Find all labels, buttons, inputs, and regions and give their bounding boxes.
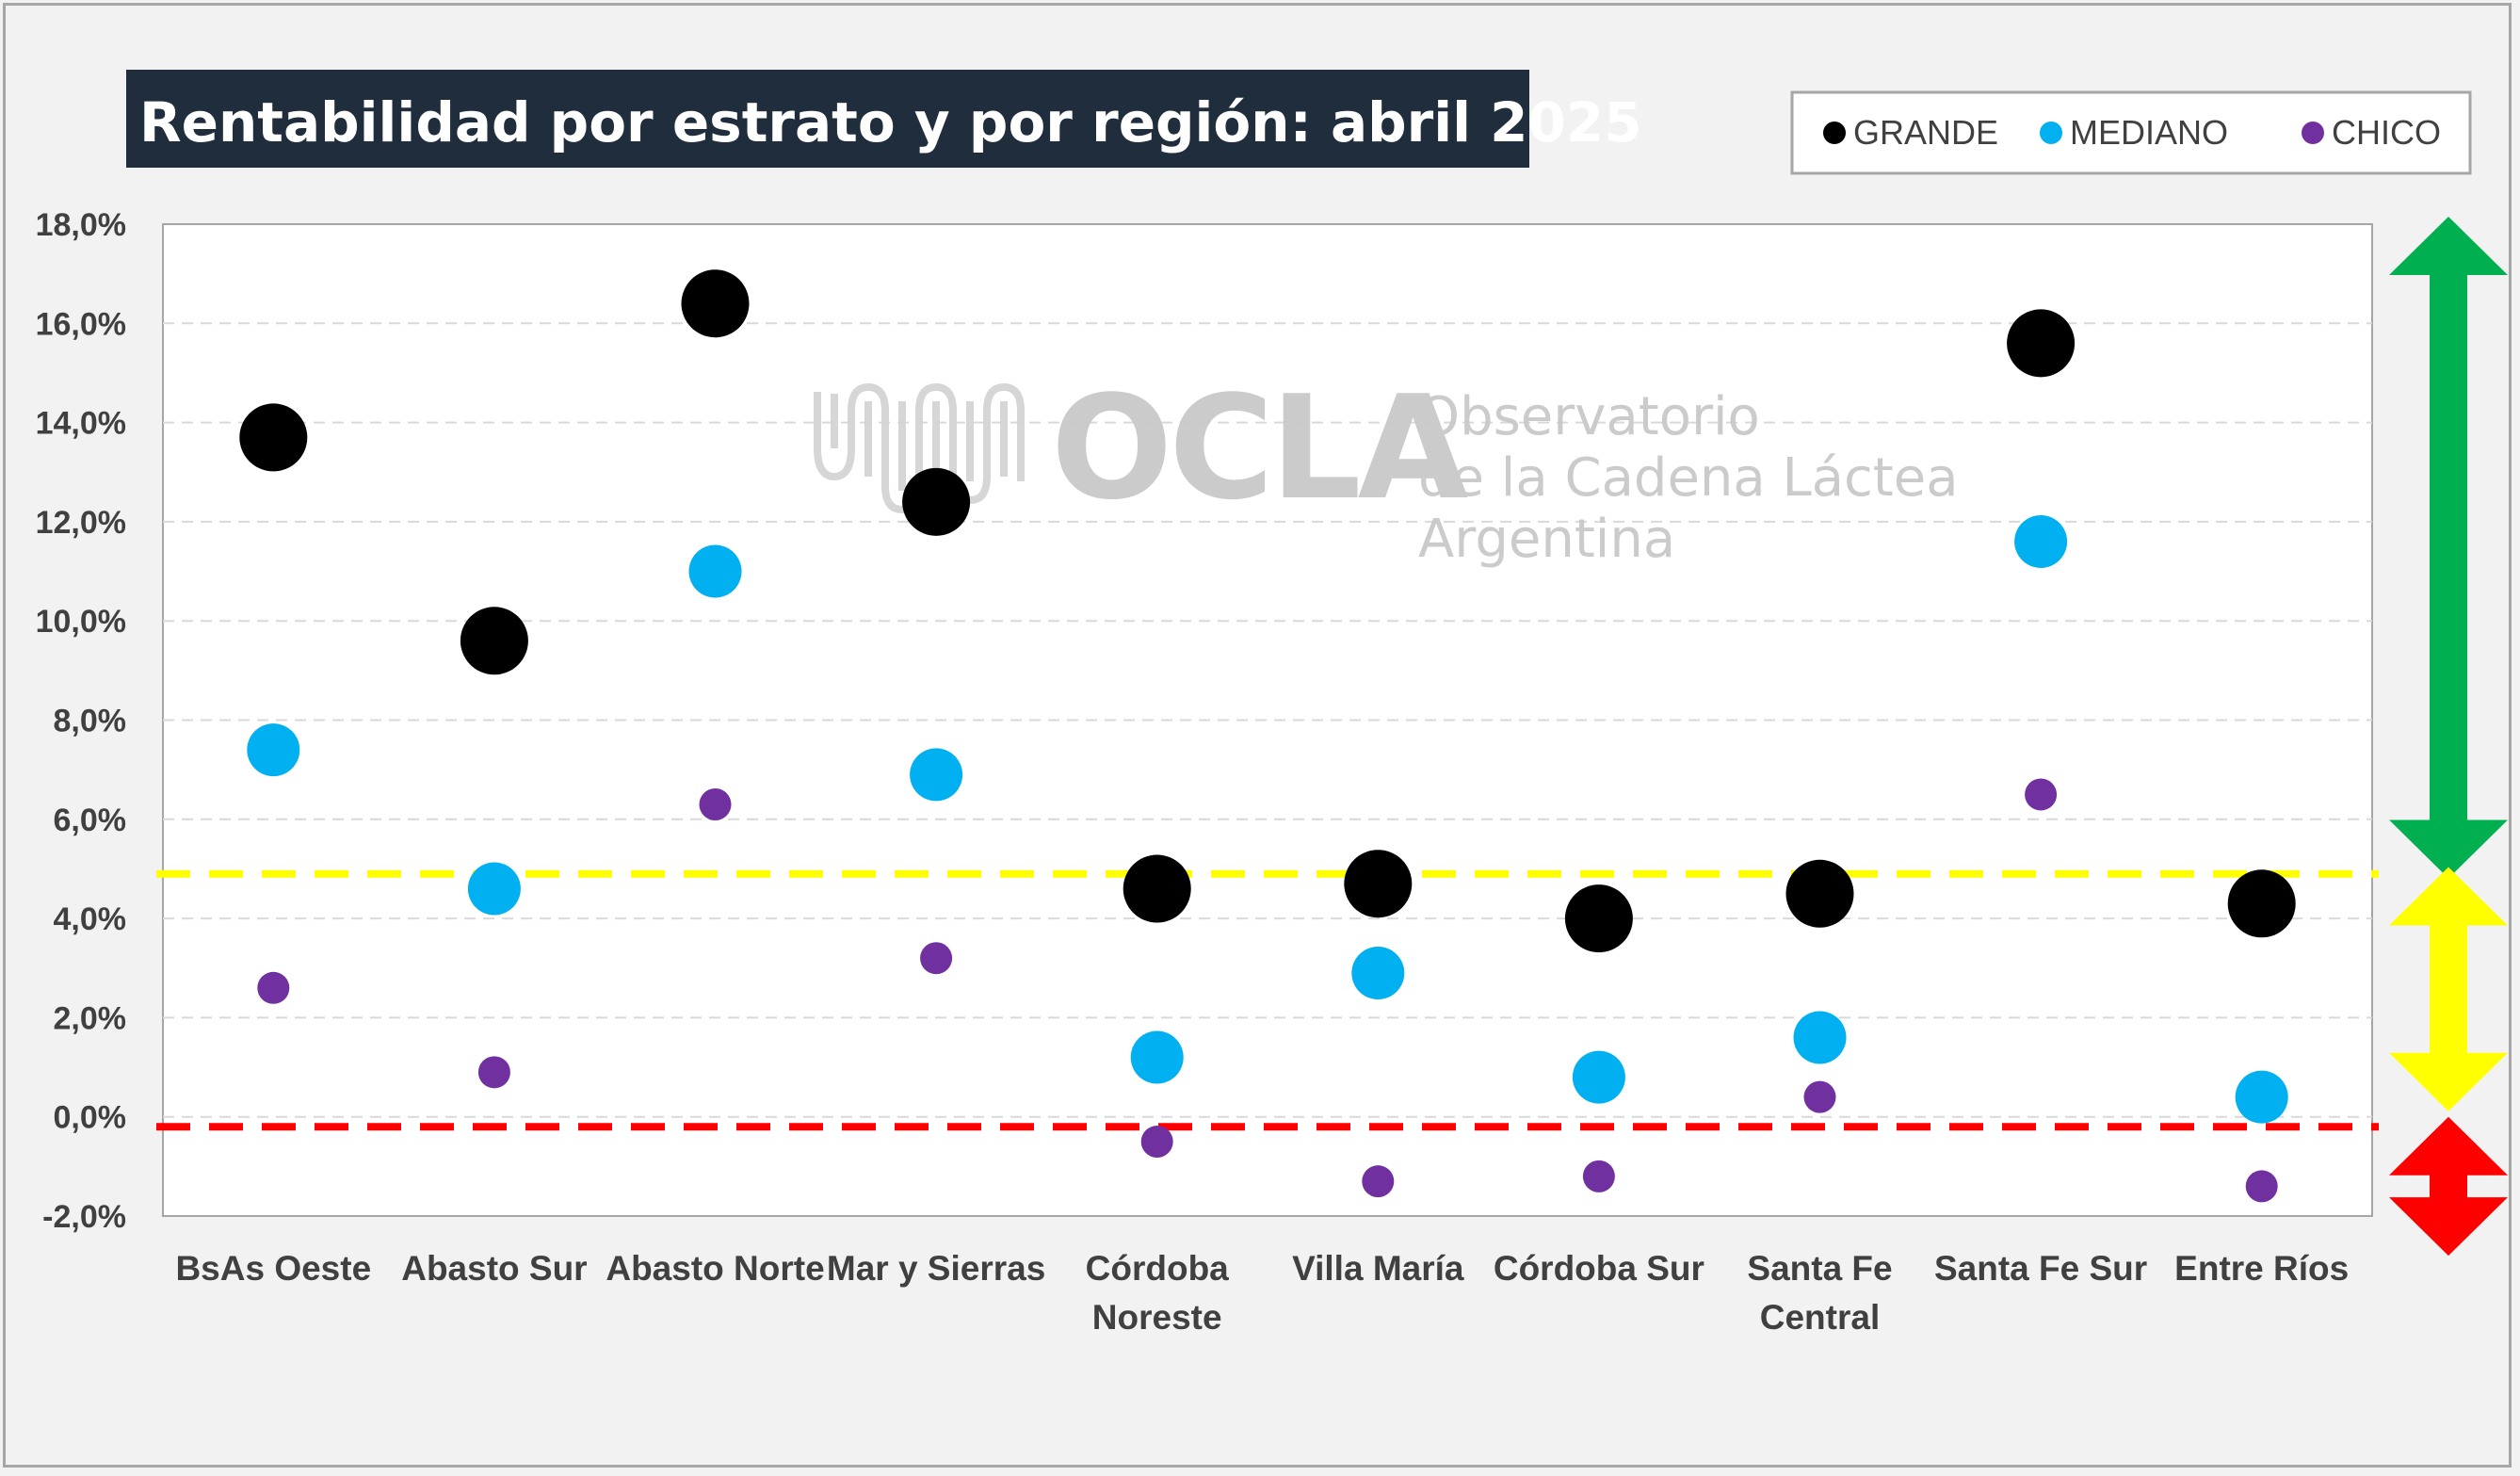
watermark-line2: de la Cadena Láctea: [1418, 447, 1959, 509]
point-mediano: [247, 723, 300, 777]
x-tick-label: Córdoba Sur: [1494, 1249, 1704, 1288]
x-tick-label: Abasto Norte: [606, 1249, 824, 1288]
x-tick-label: Abasto Sur: [401, 1249, 587, 1288]
x-axis-labels: BsAs Oeste Abasto Sur Abasto Norte Mar y Si…: [175, 1249, 2349, 1337]
side-arrow: [2389, 867, 2508, 1111]
point-grande: [1123, 854, 1191, 923]
point-grande: [681, 269, 750, 338]
ocla-watermark: OCLA Observatorio de la Cadena Láctea Ar…: [814, 365, 1959, 570]
point-mediano: [1351, 947, 1405, 1000]
y-tick-label: -2,0%: [42, 1199, 126, 1235]
x-tick-label: Mar y Sierras: [827, 1249, 1045, 1288]
point-mediano: [467, 862, 521, 916]
point-grande: [1344, 850, 1413, 918]
side-arrow: [2389, 1116, 2508, 1257]
x-tick-label: BsAs Oeste: [175, 1249, 371, 1288]
y-tick-label: 2,0%: [54, 1000, 127, 1036]
x-tick-label: Villa María: [1292, 1249, 1464, 1288]
watermark-line3: Argentina: [1418, 509, 1675, 570]
point-mediano: [1130, 1030, 1184, 1084]
legend: GRANDE MEDIANO CHICO: [1790, 90, 2472, 175]
point-mediano: [1572, 1050, 1625, 1104]
legend-label-grande: GRANDE: [1853, 113, 1998, 152]
point-mediano: [2014, 514, 2068, 568]
y-tick-label: 12,0%: [36, 505, 126, 541]
point-mediano: [1793, 1011, 1847, 1064]
point-chico: [1582, 1160, 1615, 1192]
side-arrow: [2389, 217, 2508, 879]
point-grande: [1564, 884, 1633, 953]
y-tick-label: 8,0%: [54, 704, 127, 739]
point-mediano: [2235, 1070, 2288, 1124]
point-chico: [1140, 1126, 1173, 1159]
data-points: [239, 269, 2296, 1203]
legend-label-chico: CHICO: [2332, 113, 2441, 152]
reference-lines: [156, 869, 2379, 1131]
point-grande: [239, 403, 308, 472]
y-tick-label: 0,0%: [54, 1100, 127, 1136]
y-tick-label: 6,0%: [54, 803, 127, 838]
y-tick-label: 4,0%: [54, 901, 127, 937]
point-chico: [2245, 1170, 2278, 1203]
x-tick-label: Noreste: [1092, 1298, 1222, 1337]
point-mediano: [688, 544, 742, 598]
chart-frame: Rentabilidad por estrato y por región: a…: [3, 3, 2512, 1468]
y-tick-label: 18,0%: [36, 207, 126, 243]
legend-label-mediano: MEDIANO: [2070, 113, 2228, 152]
watermark-line1: Observatorio: [1418, 386, 1760, 447]
y-tick-label: 10,0%: [36, 604, 126, 640]
x-tick-label: Entre Ríos: [2174, 1249, 2349, 1288]
x-tick-label: Córdoba: [1086, 1249, 1230, 1288]
side-arrows: [2389, 217, 2508, 1257]
legend-marker-mediano: [2040, 122, 2062, 144]
x-tick-label: Central: [1760, 1298, 1880, 1337]
point-chico: [1803, 1080, 1836, 1113]
chart-title: Rentabilidad por estrato y por región: a…: [139, 90, 1642, 154]
x-tick-label: Santa Fe Sur: [1934, 1249, 2147, 1288]
ocla-logo-text: OCLA: [1051, 365, 1468, 531]
point-chico: [2025, 778, 2058, 811]
y-tick-label: 16,0%: [36, 306, 126, 342]
ocla-wave-logo: [814, 382, 1025, 514]
point-chico: [920, 942, 953, 975]
point-grande: [2007, 309, 2076, 378]
point-chico: [257, 971, 290, 1004]
point-grande: [902, 467, 971, 536]
y-axis-ticks: 18,0% 16,0% 14,0% 12,0% 10,0% 8,0% 6,0% 4,0% 2,0…: [36, 207, 126, 1235]
gridlines: [163, 322, 2372, 1118]
legend-marker-chico: [2302, 122, 2324, 144]
point-chico: [699, 788, 732, 821]
point-grande: [460, 607, 528, 675]
legend-marker-grande: [1823, 122, 1846, 144]
chart-canvas: Rentabilidad por estrato y por región: a…: [36, 70, 2508, 1337]
point-chico: [1362, 1165, 1395, 1198]
chart-title-box: Rentabilidad por estrato y por región: a…: [126, 70, 1642, 168]
y-tick-label: 14,0%: [36, 406, 126, 442]
point-mediano: [910, 748, 963, 802]
point-grande: [2227, 869, 2296, 938]
point-chico: [477, 1056, 510, 1089]
x-tick-label: Santa Fe: [1747, 1249, 1892, 1288]
point-grande: [1785, 859, 1854, 928]
